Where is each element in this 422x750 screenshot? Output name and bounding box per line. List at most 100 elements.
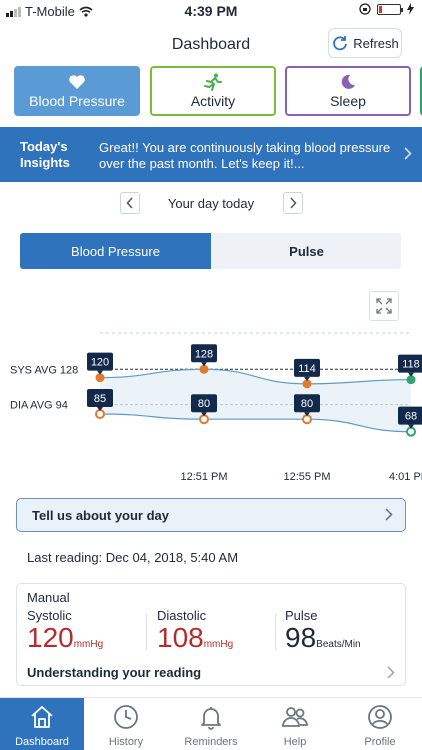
dia-data-label: 85 xyxy=(94,393,106,405)
nav-history[interactable]: History xyxy=(84,698,168,750)
nav-label: History xyxy=(108,736,144,748)
category-tabs: Blood Pressure Activity Sleep xyxy=(14,66,422,118)
nav-label: Dashboard xyxy=(15,736,69,748)
reference-label: SYS AVG 128 xyxy=(10,364,78,376)
pulse-value: 98 xyxy=(285,622,317,653)
status-right xyxy=(359,3,414,15)
chevron-left-icon xyxy=(126,197,133,209)
tell-us-button[interactable]: Tell us about your day xyxy=(16,498,406,532)
sys-data-label-bg xyxy=(294,358,320,377)
category-label: Activity xyxy=(190,93,236,109)
dia-data-label: 80 xyxy=(198,398,210,410)
sys-point xyxy=(302,379,312,389)
reading-source: Manual xyxy=(27,590,70,605)
category-sleep[interactable]: Sleep xyxy=(285,66,411,116)
blood-pressure-chart[interactable]: SYS AVG 128 DIA AVG 94 120 128 114 118 85 80 80 6… xyxy=(0,328,422,488)
dia-data-label-pointer xyxy=(97,407,103,411)
sys-data-label: 120 xyxy=(91,357,109,369)
chevron-right-icon xyxy=(404,147,412,160)
profile-icon xyxy=(368,705,392,729)
dia-data-label-pointer xyxy=(201,412,207,417)
refresh-button[interactable]: Refresh xyxy=(328,28,402,58)
divider xyxy=(146,614,147,650)
category-label: Sleep xyxy=(330,93,366,109)
pulse-unit: Beats/Min xyxy=(316,639,361,650)
chevron-right-icon xyxy=(385,508,393,521)
sys-data-label: 128 xyxy=(195,348,213,360)
nav-profile[interactable]: Profile xyxy=(338,698,422,750)
systolic-label: Systolic xyxy=(27,608,72,623)
bell-icon xyxy=(201,707,221,730)
dia-point xyxy=(199,414,209,425)
systolic-metric: Systolic 120mmHg xyxy=(27,608,103,660)
sys-point xyxy=(95,373,105,383)
sys-data-label-pointer xyxy=(201,362,207,367)
x-tick-label: 12:51 PM xyxy=(180,471,227,483)
page-title: Dashboard xyxy=(171,36,251,53)
systolic-value: 120 xyxy=(27,622,74,653)
refresh-icon xyxy=(333,36,348,51)
battery-icon xyxy=(377,3,403,15)
tab-pulse[interactable]: Pulse xyxy=(289,243,324,259)
category-activity[interactable]: Activity xyxy=(150,66,276,116)
insights-text: Great!! You are continuously taking bloo… xyxy=(99,140,391,171)
diastolic-metric: Diastolic 108mmHg xyxy=(157,608,233,660)
nav-label: Help xyxy=(283,736,307,748)
dia-point xyxy=(302,414,312,425)
dia-line xyxy=(99,413,412,433)
heart-icon xyxy=(69,75,85,89)
sys-data-label-bg xyxy=(87,352,113,371)
pressure-band xyxy=(100,369,411,432)
wifi-icon xyxy=(79,6,93,17)
dia-data-label: 68 xyxy=(405,411,417,423)
bottom-navigation: Dashboard History Reminders Help Profile xyxy=(0,697,422,750)
diastolic-unit: mmHg xyxy=(203,639,234,650)
category-blood-pressure[interactable]: Blood Pressure xyxy=(14,66,140,116)
divider xyxy=(275,614,276,650)
next-day-button[interactable] xyxy=(283,192,303,214)
systolic-value-row: 120mmHg xyxy=(27,623,103,660)
tell-us-label: Tell us about your day xyxy=(32,507,170,523)
chevron-right-icon xyxy=(387,666,395,679)
home-icon xyxy=(31,706,53,728)
day-label: Your day today xyxy=(167,196,255,211)
status-bar: T-Mobile 4:39 PM xyxy=(0,0,422,22)
dia-data-label-bg xyxy=(87,389,113,407)
dia-point xyxy=(95,409,105,419)
dia-data-label-pointer xyxy=(408,424,414,429)
running-icon xyxy=(204,73,222,91)
measurement-toggle: Blood Pressure Pulse xyxy=(20,233,401,269)
insights-banner[interactable]: Today's Insights Great!! You are continu… xyxy=(0,127,422,182)
sys-data-label: 114 xyxy=(298,363,316,375)
x-tick-label: 4:01 PM xyxy=(389,471,422,483)
pulse-value-row: 98Beats/Min xyxy=(285,623,361,660)
carrier-label: T-Mobile xyxy=(25,4,75,19)
status-left: T-Mobile xyxy=(6,4,93,19)
status-time: 4:39 PM xyxy=(184,3,238,19)
dia-data-label-bg xyxy=(294,394,320,413)
diastolic-label: Diastolic xyxy=(157,608,207,623)
previous-day-button[interactable] xyxy=(120,192,140,214)
category-more[interactable] xyxy=(420,66,422,116)
last-reading: Last reading: Dec 04, 2018, 5:40 AM xyxy=(27,550,239,565)
tab-blood-pressure[interactable]: Blood Pressure xyxy=(20,233,211,269)
refresh-label: Refresh xyxy=(353,35,399,51)
pulse-metric: Pulse 98Beats/Min xyxy=(285,608,361,660)
orientation-lock-icon xyxy=(359,3,371,15)
understanding-reading-link[interactable]: Understanding your reading xyxy=(27,665,202,680)
reading-card[interactable]: Manual Systolic 120mmHg Diastolic 108mmH… xyxy=(16,583,406,686)
chevron-right-icon xyxy=(290,197,297,209)
category-label: Blood Pressure xyxy=(29,93,125,109)
sys-point xyxy=(406,375,416,385)
moon-icon xyxy=(341,74,355,89)
day-navigator: Your day today xyxy=(0,192,422,216)
clock-icon xyxy=(114,705,138,729)
nav-help[interactable]: Help xyxy=(253,698,337,750)
insights-title: Today's Insights xyxy=(20,139,70,170)
nav-dashboard[interactable]: Dashboard xyxy=(0,698,84,750)
diastolic-value: 108 xyxy=(157,622,204,653)
signal-icon xyxy=(6,6,21,17)
nav-label: Profile xyxy=(364,736,396,748)
nav-reminders[interactable]: Reminders xyxy=(169,698,253,750)
expand-chart-button[interactable] xyxy=(369,291,399,321)
